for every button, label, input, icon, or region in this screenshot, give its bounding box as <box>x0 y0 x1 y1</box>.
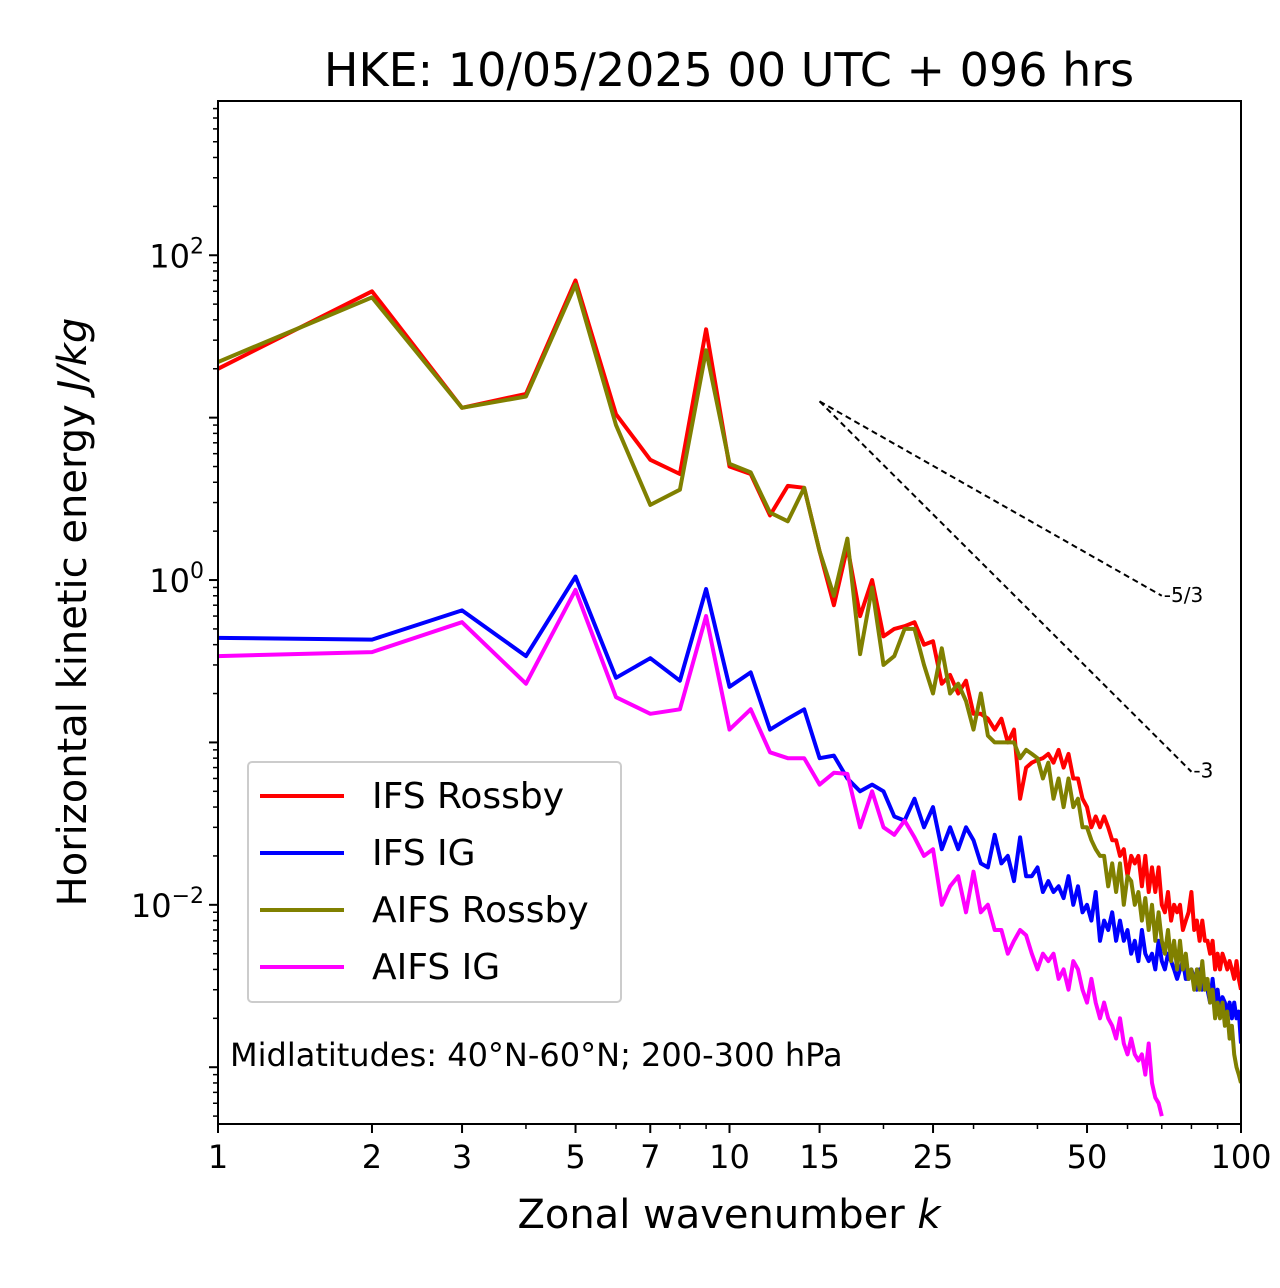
reference-line-label: -5/3 <box>1164 583 1203 607</box>
x-tick-label: 7 <box>640 1138 660 1176</box>
axis-ticks: 1 2 3 5 7 10 15 25 50 100 102 100 10−2 <box>131 107 1272 1176</box>
reference-line-label: -3 <box>1193 759 1213 783</box>
reference-lines: -5/3 -3 <box>818 400 1213 783</box>
legend-items: IFS Rossby IFS IG AIFS Rossby AIFS IG <box>260 776 589 988</box>
region-annotation: Midlatitudes: 40°N-60°N; 200-300 hPa <box>230 1036 843 1074</box>
legend: IFS Rossby IFS IG AIFS Rossby AIFS IG <box>247 761 622 1003</box>
x-tick-label: 15 <box>799 1138 840 1176</box>
legend-label: IFS Rossby <box>372 776 564 817</box>
x-tick-label: 50 <box>1067 1138 1108 1176</box>
y-tick-label: 102 <box>149 234 204 275</box>
x-tick-label: 10 <box>709 1138 750 1176</box>
x-tick-label: 1 <box>208 1138 228 1176</box>
x-tick-label: 5 <box>565 1138 585 1176</box>
series-layer <box>218 278 1241 1117</box>
legend-label: AIFS Rossby <box>372 890 589 931</box>
x-axis-label: Zonal wavenumber k <box>517 1192 942 1238</box>
plot-frame <box>217 100 1242 1125</box>
legend-frame <box>247 761 622 1003</box>
reference-line <box>819 400 1163 597</box>
chart-title: HKE: 10/05/2025 00 UTC + 096 hrs <box>324 43 1134 97</box>
legend-label: AIFS IG <box>372 947 500 988</box>
x-tick-label: 100 <box>1210 1138 1271 1176</box>
legend-label: IFS IG <box>372 833 476 874</box>
reference-line <box>818 400 1193 773</box>
x-tick-label: 25 <box>913 1138 954 1176</box>
y-tick-label: 10−2 <box>131 884 204 925</box>
y-tick-label: 100 <box>149 559 204 600</box>
y-axis-label: Horizontal kinetic energy J/kg <box>50 318 96 907</box>
series-line-aifs-rossby <box>218 282 1241 1084</box>
series-line-aifs-ig <box>218 587 1164 1117</box>
x-tick-label: 3 <box>452 1138 472 1176</box>
x-tick-label: 2 <box>362 1138 382 1176</box>
